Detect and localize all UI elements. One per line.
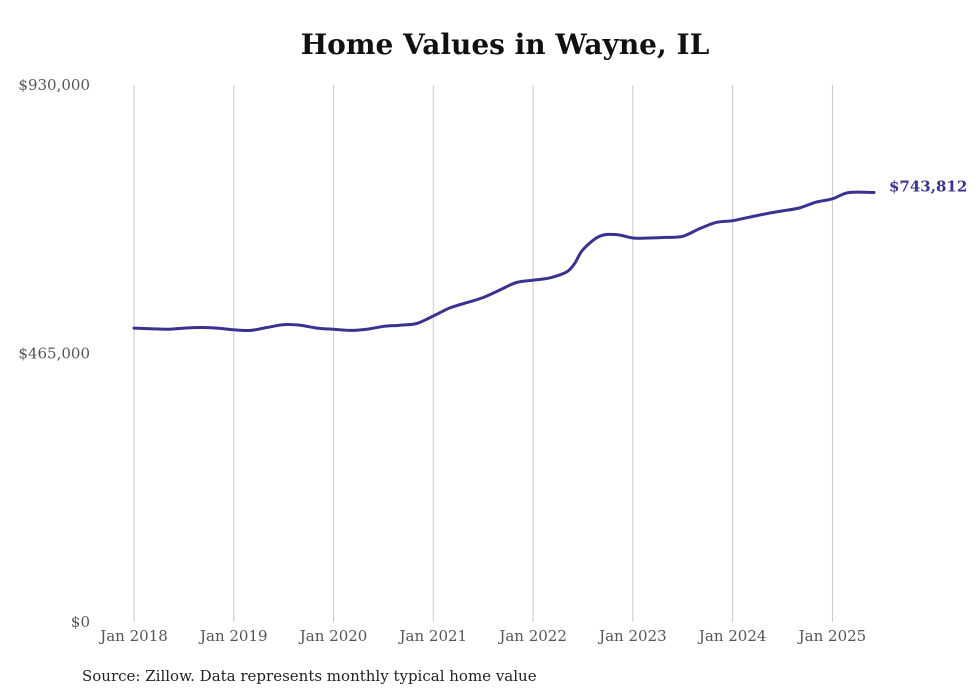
y-tick-label: $0: [71, 613, 90, 631]
end-value-label: $743,812: [889, 178, 967, 196]
x-tick-label: Jan 2022: [497, 627, 567, 645]
source-note: Source: Zillow. Data represents monthly …: [82, 667, 537, 685]
y-axis-ticks: $930,000 $465,000 $0: [18, 76, 90, 631]
chart-title: Home Values in Wayne, IL: [300, 28, 710, 61]
gridlines: [133, 85, 833, 622]
x-tick-label: Jan 2024: [697, 627, 767, 645]
x-tick-label: Jan 2023: [597, 627, 667, 645]
x-tick-label: Jan 2025: [797, 627, 867, 645]
x-tick-label: Jan 2018: [98, 627, 168, 645]
x-axis-ticks: Jan 2018 Jan 2019 Jan 2020 Jan 2021 Jan 2022…: [98, 627, 866, 645]
x-tick-label: Jan 2020: [298, 627, 368, 645]
y-tick-label: $465,000: [18, 345, 90, 363]
x-tick-label: Jan 2019: [198, 627, 268, 645]
y-tick-label: $930,000: [18, 76, 90, 94]
series-line-home-value: [132, 190, 876, 333]
x-tick-label: Jan 2021: [398, 627, 468, 645]
